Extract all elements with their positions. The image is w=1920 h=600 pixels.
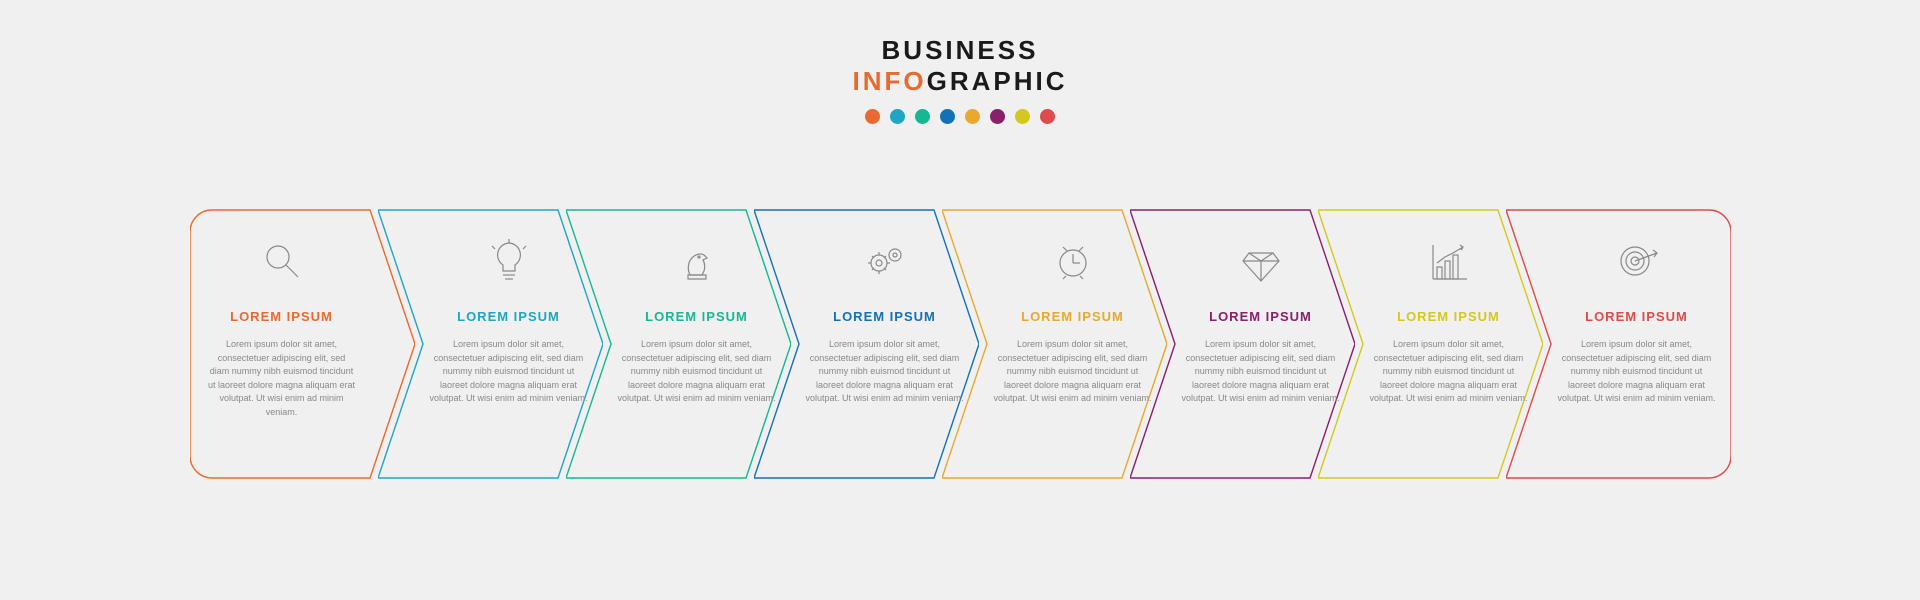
step-label: LOREM IPSUM — [1021, 309, 1124, 324]
palette-dot-8 — [1040, 109, 1055, 124]
palette-dot-2 — [890, 109, 905, 124]
diamond-icon — [1237, 237, 1285, 285]
step-body: Lorem ipsum dolor sit amet, consectetuer… — [617, 338, 777, 406]
magnifier-icon — [258, 237, 306, 285]
palette-dots — [852, 109, 1067, 124]
step-content: LOREM IPSUM Lorem ipsum dolor sit amet, c… — [190, 209, 370, 479]
palette-dot-4 — [940, 109, 955, 124]
step-body: Lorem ipsum dolor sit amet, consectetuer… — [805, 338, 965, 406]
palette-dot-5 — [965, 109, 980, 124]
step-label: LOREM IPSUM — [645, 309, 748, 324]
palette-dot-6 — [990, 109, 1005, 124]
clock-icon — [1049, 237, 1097, 285]
step-8: LOREM IPSUM Lorem ipsum dolor sit amet, c… — [1506, 209, 1731, 479]
title-word-graphic: GRAPHIC — [927, 66, 1068, 96]
knight-icon — [673, 237, 721, 285]
palette-dot-7 — [1015, 109, 1030, 124]
step-body: Lorem ipsum dolor sit amet, consectetuer… — [1557, 338, 1717, 406]
title-line-1: BUSINESS — [852, 35, 1067, 66]
step-body: Lorem ipsum dolor sit amet, consectetuer… — [208, 338, 356, 419]
steps-row: LOREM IPSUM Lorem ipsum dolor sit amet, c… — [0, 209, 1920, 479]
step-content: LOREM IPSUM Lorem ipsum dolor sit amet, c… — [1506, 209, 1731, 479]
step-body: Lorem ipsum dolor sit amet, consectetuer… — [429, 338, 589, 406]
title-word-info: INFO — [852, 66, 926, 96]
step-body: Lorem ipsum dolor sit amet, consectetuer… — [1181, 338, 1341, 406]
step-label: LOREM IPSUM — [230, 309, 333, 324]
barchart-icon — [1425, 237, 1473, 285]
step-body: Lorem ipsum dolor sit amet, consectetuer… — [1369, 338, 1529, 406]
step-label: LOREM IPSUM — [1585, 309, 1688, 324]
page-header: BUSINESS INFOGRAPHIC — [852, 35, 1067, 124]
title-line-2: INFOGRAPHIC — [852, 66, 1067, 97]
palette-dot-1 — [865, 109, 880, 124]
target-icon — [1613, 237, 1661, 285]
gears-icon — [861, 237, 909, 285]
bulb-icon — [485, 237, 533, 285]
step-label: LOREM IPSUM — [1397, 309, 1500, 324]
step-label: LOREM IPSUM — [457, 309, 560, 324]
step-label: LOREM IPSUM — [833, 309, 936, 324]
step-label: LOREM IPSUM — [1209, 309, 1312, 324]
palette-dot-3 — [915, 109, 930, 124]
step-body: Lorem ipsum dolor sit amet, consectetuer… — [993, 338, 1153, 406]
